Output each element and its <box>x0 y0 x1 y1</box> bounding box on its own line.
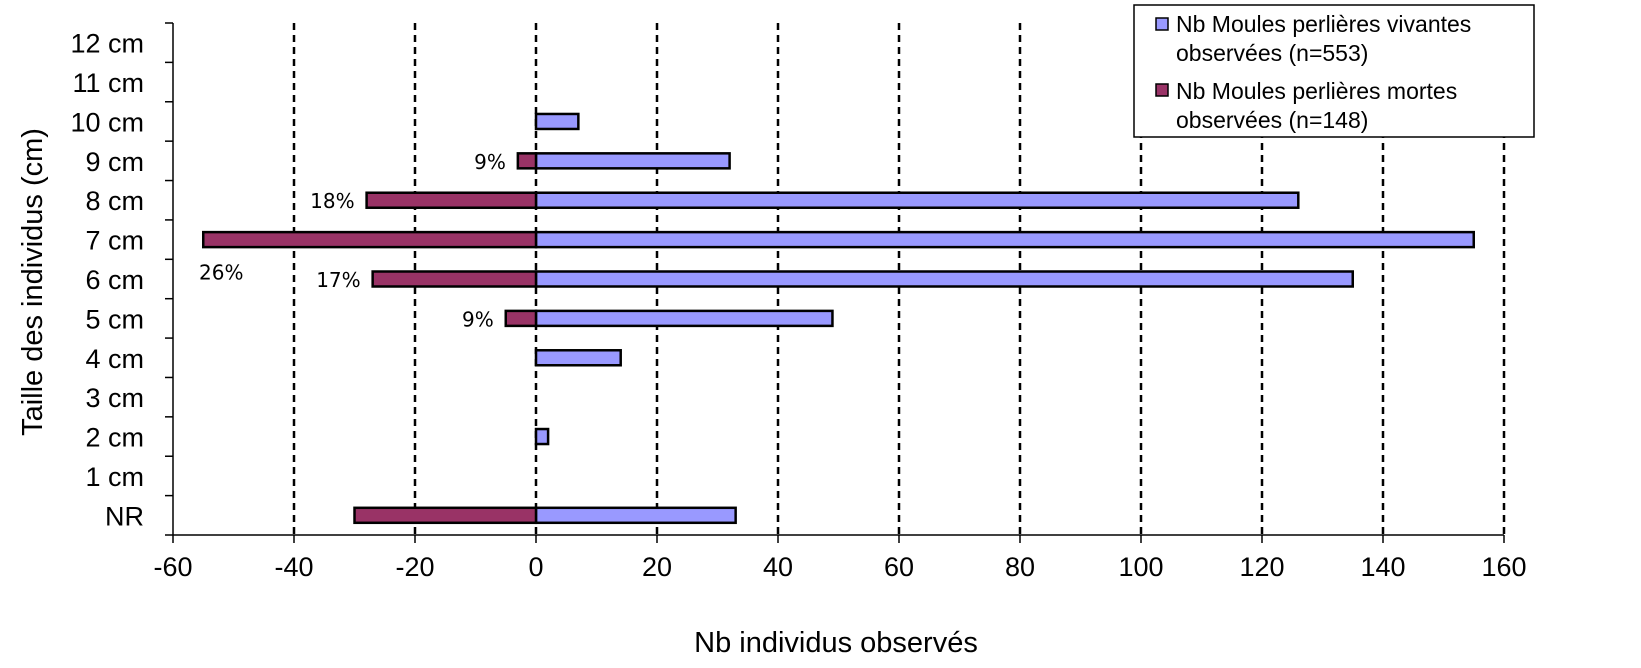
x-tick-labels: -60 -40 -20 0 20 40 60 80 100 120 140 160 <box>153 552 1526 582</box>
bar-alive-10-cm <box>534 112 580 131</box>
legend-label-dead: Nb Moules perlières mortes observées (n=… <box>1176 78 1464 133</box>
y-tick-label-7-cm: 7 cm <box>85 226 144 256</box>
x-axis-title: Nb individus observés <box>694 627 978 659</box>
annotation-6-cm: 17% <box>316 268 360 292</box>
legend-label-dead-line1: Nb Moules perlières mortes <box>1176 78 1457 104</box>
bar-alive-4-cm <box>534 349 622 367</box>
y-tick-label-4-cm: 4 cm <box>85 344 144 374</box>
bar-dead-5-cm <box>504 309 538 328</box>
x-tick-label-80: 80 <box>1005 552 1035 582</box>
y-tick-label-9-cm: 9 cm <box>85 147 144 177</box>
x-tick-label-60: 60 <box>884 552 914 582</box>
y-tick-label-12-cm: 12 cm <box>70 29 144 59</box>
bar-alive-5-cm <box>534 309 834 328</box>
x-tick-label-60: -60 <box>153 552 192 582</box>
y-tick-label-6-cm: 6 cm <box>85 265 144 295</box>
axes <box>165 22 1505 543</box>
bar-dead-7-cm <box>202 230 538 249</box>
y-tick-label-nr: NR <box>105 501 144 531</box>
y-tick-label-10-cm: 10 cm <box>70 107 144 137</box>
y-tick-labels: NR 1 cm 2 cm 3 cm 4 cm 5 cm 6 cm 7 cm 8 cm 9 cm 10… <box>70 29 144 532</box>
annotation-8-cm: 18% <box>310 189 354 213</box>
x-tick-label-40: -40 <box>274 552 313 582</box>
y-tick-label-2-cm: 2 cm <box>85 423 144 453</box>
annotation-9-cm: 9% <box>474 150 506 174</box>
legend-label-alive: Nb Moules perlières vivantes observées (… <box>1176 11 1478 66</box>
legend-label-alive-line1: Nb Moules perlières vivantes <box>1176 11 1471 37</box>
legend-swatch-dead <box>1155 83 1169 97</box>
annotation-7-cm: 26% <box>199 261 243 285</box>
bar-alive-2-cm <box>534 427 550 446</box>
y-tick-label-11-cm: 11 cm <box>72 68 144 98</box>
bar-alive-nr <box>534 506 737 525</box>
x-tick-label-160: 160 <box>1481 552 1526 582</box>
x-tick-label-40: 40 <box>763 552 793 582</box>
bars <box>202 112 1475 525</box>
x-tick-label-120: 120 <box>1239 552 1284 582</box>
bar-dead-nr <box>353 506 538 525</box>
bar-alive-6-cm <box>534 270 1354 288</box>
percent-annotations: 9% 18% 26% 17% 9% <box>199 150 506 332</box>
x-tick-label-100: 100 <box>1118 552 1163 582</box>
y-tick-label-8-cm: 8 cm <box>85 186 144 216</box>
legend-swatch-alive <box>1155 17 1169 31</box>
bar-dead-6-cm <box>371 270 538 288</box>
legend-label-dead-line2: observées (n=148) <box>1176 107 1368 133</box>
legend: Nb Moules perlières vivantes observées (… <box>1133 4 1535 138</box>
x-tick-label-0: 0 <box>528 552 543 582</box>
bar-alive-8-cm <box>534 191 1300 209</box>
y-axis-title: Taille des individus (cm) <box>17 128 49 436</box>
x-tick-label-20: 20 <box>642 552 672 582</box>
y-tick-label-1-cm: 1 cm <box>85 462 144 492</box>
x-tick-label-140: 140 <box>1360 552 1405 582</box>
bar-alive-9-cm <box>534 152 731 170</box>
legend-box <box>1133 4 1535 138</box>
bar-dead-9-cm <box>516 152 538 170</box>
y-tick-label-3-cm: 3 cm <box>85 383 144 413</box>
bar-alive-7-cm <box>534 230 1475 249</box>
y-tick-label-5-cm: 5 cm <box>85 304 144 334</box>
bar-dead-8-cm <box>365 191 538 209</box>
annotation-5-cm: 9% <box>462 307 494 331</box>
x-tick-label-20: -20 <box>395 552 434 582</box>
legend-label-alive-line2: observées (n=553) <box>1176 40 1368 66</box>
